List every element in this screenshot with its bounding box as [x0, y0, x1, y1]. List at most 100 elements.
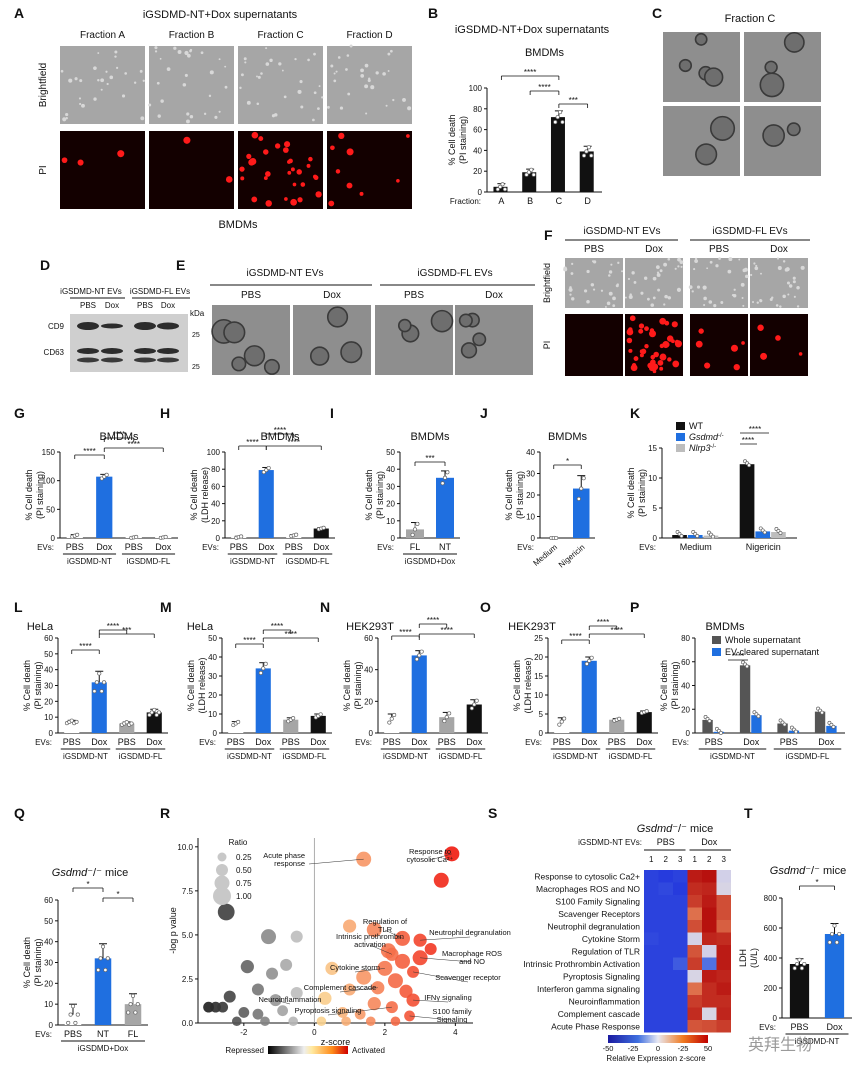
panel-a-brightfield-image [238, 46, 324, 124]
data-point [128, 1002, 133, 1007]
bar [91, 682, 107, 733]
x-axis-label: EVs: [35, 1030, 52, 1039]
data-point [793, 729, 798, 734]
brightfield-cell [617, 261, 620, 264]
heatmap-cell [673, 920, 688, 933]
brightfield-cell [186, 119, 190, 124]
pi-spot [240, 176, 245, 181]
x-axis-label: EVs: [759, 1023, 776, 1032]
group-label: iGSDMD-FL [127, 557, 171, 566]
x-axis-label: EVs: [517, 543, 534, 552]
brightfield-cell [187, 53, 191, 58]
brightfield-cell [333, 79, 337, 83]
group-label: iGSDMD+Dox [405, 557, 455, 566]
y-tick-label: 30 [44, 682, 53, 691]
heatmap-cell [702, 1007, 717, 1020]
heatmap-row-label: Pyroptosis Signaling [563, 971, 640, 981]
scatter-point [251, 983, 264, 996]
data-point [149, 710, 154, 715]
scatter-point [424, 943, 437, 955]
panel-label-L: L [14, 599, 23, 615]
scatter-point [252, 1008, 264, 1020]
x-tick-label: PBS [553, 737, 571, 747]
panel-d-cd9-band [157, 322, 179, 330]
data-point [447, 711, 452, 716]
scatter-point [365, 1016, 376, 1027]
heatmap-row-label: Regulation of TLR [572, 946, 640, 956]
x-tick-label: Dox [411, 737, 428, 747]
heatmap-cell [658, 945, 673, 958]
brightfield-cell [600, 289, 604, 292]
brightfield-cell [68, 78, 73, 83]
x-tick-label: NT [97, 1029, 109, 1039]
scatter-point [399, 984, 413, 998]
brightfield-cell [753, 262, 756, 265]
panel-f-brightfield-image [563, 258, 624, 308]
scatter-point [356, 969, 372, 985]
significance-label: **** [107, 622, 119, 631]
pi-spot [328, 200, 335, 207]
pi-spot [297, 197, 303, 203]
panel-d-cd9-band [77, 322, 99, 330]
x-tick-label: PBS [282, 737, 300, 747]
heatmap-cell [687, 957, 702, 970]
x-tick-label: FL [410, 542, 421, 552]
panel-f-group-label: iGSDMD-NT EVs [583, 226, 660, 237]
x-tick-label: D [584, 196, 591, 206]
em-vesicle [309, 346, 330, 366]
brightfield-cell [715, 264, 719, 268]
heatmap-cell [673, 882, 688, 895]
bar [824, 934, 845, 1018]
em-vesicle [694, 32, 708, 46]
brightfield-cell [696, 285, 701, 289]
y-tick-label: 10 [386, 517, 395, 526]
annotation-line: cytosolic Ca²⁺ [407, 855, 454, 864]
heatmap-cell [644, 995, 659, 1008]
panel-f-pi-image [625, 314, 683, 376]
heatmap-cell [673, 870, 688, 883]
scatter-point [290, 930, 303, 943]
brightfield-cell [184, 50, 189, 56]
heatmap-cell [644, 1020, 659, 1033]
annotation-leader [339, 987, 378, 993]
panel-e-em-image [293, 305, 371, 375]
data-point [581, 153, 587, 158]
data-point [827, 940, 832, 945]
brightfield-cell [677, 257, 681, 262]
pi-spot [672, 360, 680, 368]
brightfield-cell [779, 305, 782, 308]
significance-label: *** [569, 96, 578, 105]
brightfield-cell [93, 97, 97, 101]
pi-spot [730, 344, 739, 352]
x-axis-label: EVs: [202, 543, 219, 552]
data-point [756, 714, 761, 719]
pi-spot [183, 136, 191, 144]
heatmap-cell [716, 995, 731, 1008]
brightfield-cell [142, 79, 145, 82]
y-tick-label: 0 [478, 188, 483, 197]
y-tick-label: 10 [208, 710, 217, 719]
brightfield-cell [755, 264, 758, 267]
x-axis-label: EVs: [525, 738, 542, 747]
colorbar-label-repressed: Repressed [225, 1046, 264, 1055]
data-point [415, 521, 420, 526]
y-tick-label: 80 [681, 634, 690, 643]
y-tick-label: 20 [44, 979, 53, 988]
y-tick-label: 7.5 [182, 887, 194, 896]
significance-label: *** [425, 454, 434, 463]
heatmap-cell [716, 907, 731, 920]
annotation-label: Cytokine storm [330, 963, 380, 972]
heatmap-cell [716, 970, 731, 983]
x-tick-label: PBS [383, 737, 401, 747]
pi-spot [406, 134, 410, 138]
x-tick-label: PBS [285, 542, 303, 552]
pi-spot [330, 145, 335, 151]
brightfield-cell [184, 73, 188, 77]
panel-d-cd63-band [101, 357, 123, 363]
bar [96, 476, 113, 538]
brightfield-cell [346, 54, 350, 57]
data-point [389, 716, 394, 721]
brightfield-cell [628, 294, 633, 299]
panel-f-row-brightfield: Brightfield [542, 263, 552, 303]
heatmap-cell [673, 995, 688, 1008]
